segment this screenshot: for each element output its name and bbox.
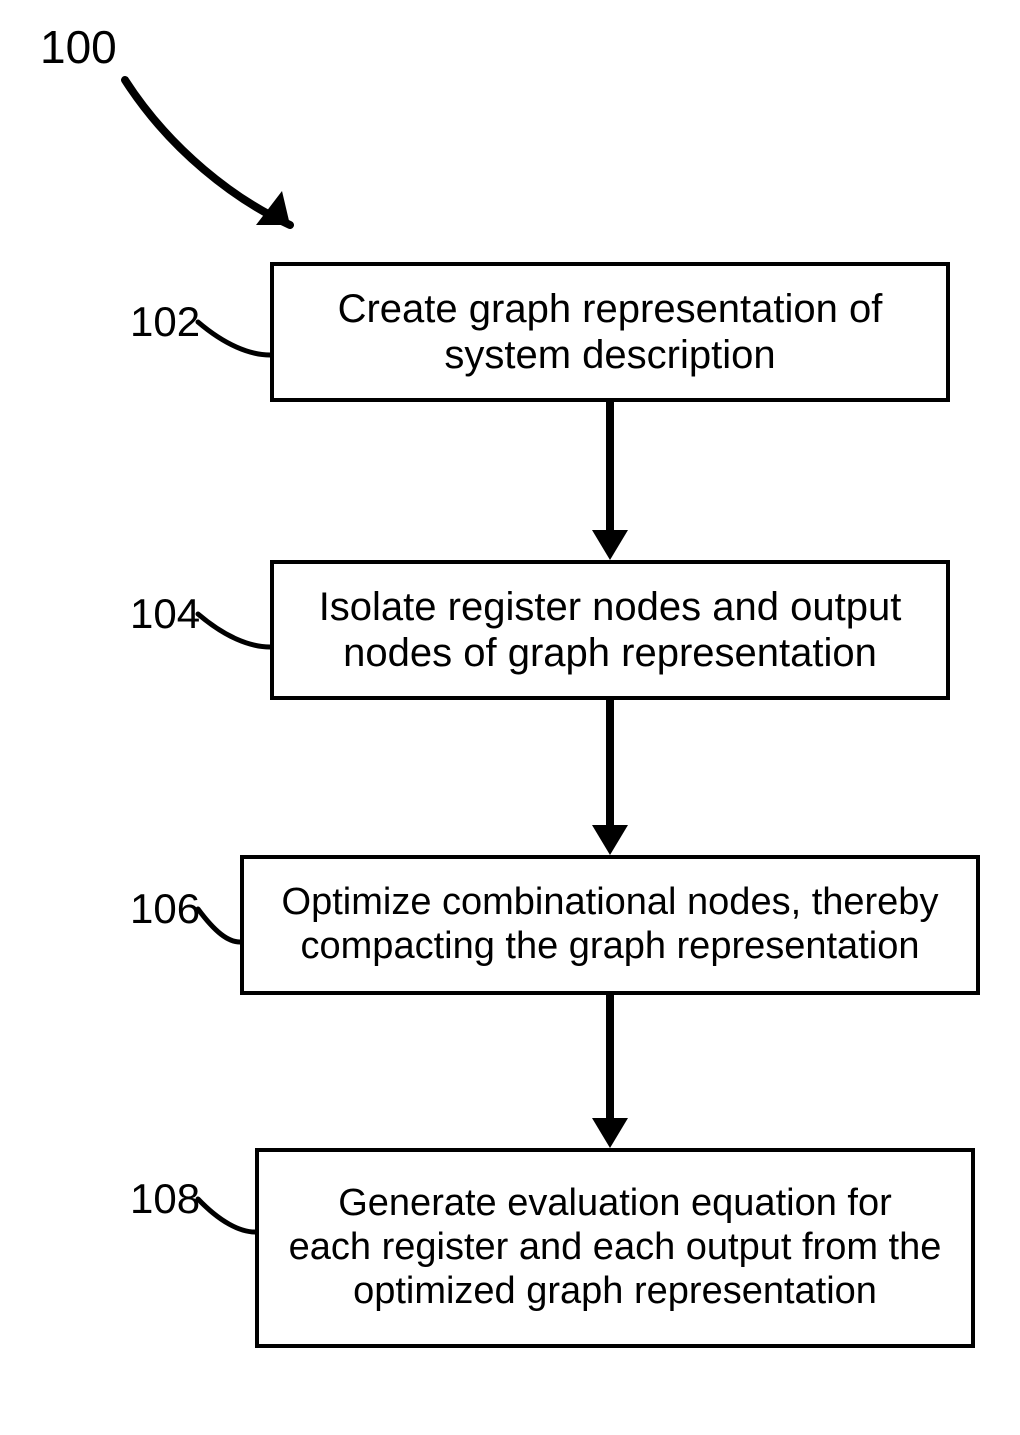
flow-box-108-text: Generate evaluation equation foreach reg… bbox=[289, 1182, 942, 1313]
top-curved-arrow-head bbox=[256, 191, 290, 225]
flow-box-104-text: Isolate register nodes and outputnodes o… bbox=[319, 584, 902, 676]
hook-108 bbox=[198, 1199, 255, 1232]
flow-box-106: Optimize combinational nodes, therebycom… bbox=[240, 855, 980, 995]
flow-box-104: Isolate register nodes and outputnodes o… bbox=[270, 560, 950, 700]
connector-arrow-3 bbox=[592, 995, 628, 1148]
flow-box-106-label: 106 bbox=[130, 885, 200, 933]
flow-box-102-text: Create graph representation ofsystem des… bbox=[338, 286, 883, 378]
top-curved-arrow-path bbox=[125, 80, 290, 225]
flow-box-108: Generate evaluation equation foreach reg… bbox=[255, 1148, 975, 1348]
diagram-label-100: 100 bbox=[40, 20, 117, 74]
flow-box-106-text: Optimize combinational nodes, therebycom… bbox=[282, 881, 939, 968]
flow-box-102-label: 102 bbox=[130, 298, 200, 346]
flow-box-102: Create graph representation ofsystem des… bbox=[270, 262, 950, 402]
hook-104 bbox=[198, 614, 270, 647]
hook-102 bbox=[198, 322, 270, 355]
flow-box-104-label: 104 bbox=[130, 590, 200, 638]
hook-106 bbox=[198, 909, 240, 942]
connector-arrow-1 bbox=[592, 402, 628, 560]
connector-arrow-2 bbox=[592, 700, 628, 855]
flow-box-108-label: 108 bbox=[130, 1175, 200, 1223]
